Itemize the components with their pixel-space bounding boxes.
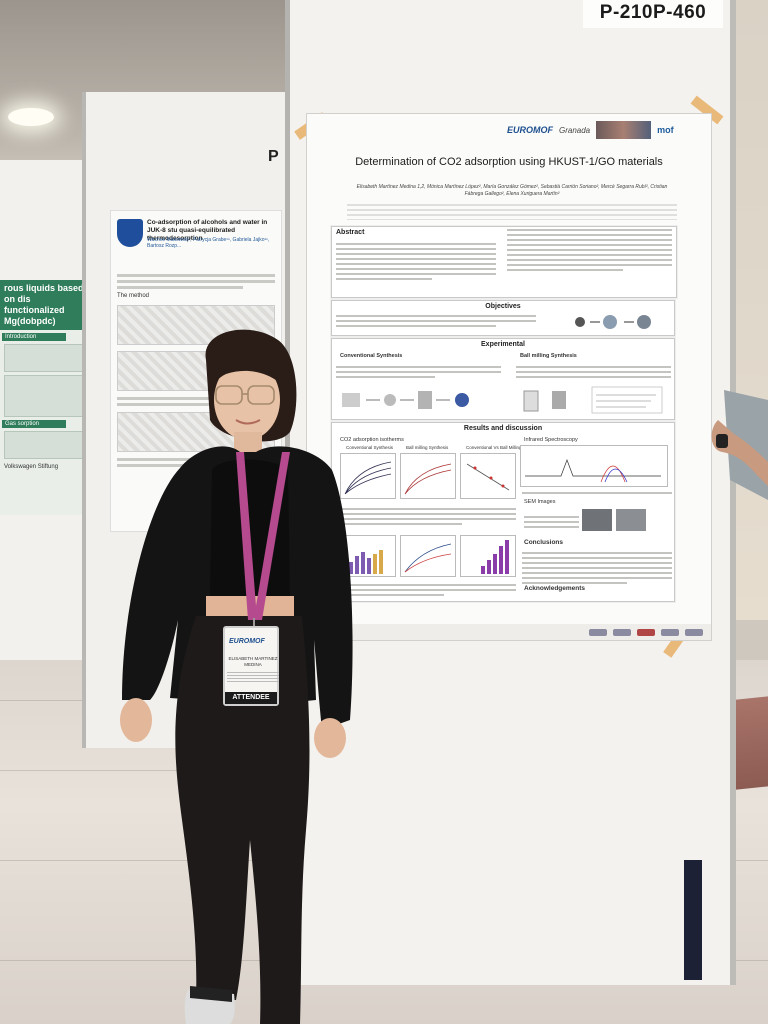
objectives-molecules-icon [575,315,651,329]
ceiling-light [8,108,54,126]
isotherm-plot-conventional [340,453,396,499]
co2-isotherms-heading: CO2 adsorption isotherms [340,437,404,443]
sem-image-2 [616,509,646,531]
poster-logos: EUROMOF Granada mof [507,119,705,141]
badge-logo: EUROMOF [229,638,265,645]
left-poster-gas-sorption: Gas sorption [2,420,66,428]
bystander-leg [684,860,702,980]
granada-image [596,121,652,139]
sem-heading: SEM Images [524,499,556,505]
results-box: Results and discussion CO2 adsorption is… [331,422,675,602]
conclusions-heading: Conclusions [524,539,564,546]
abstract-box: Abstract [331,226,677,298]
middle-poster-method-label: The method [117,293,150,299]
attendee-badge: EUROMOF ELISABETH MARTINEZ MEDINA ATTEND… [223,626,279,706]
isotherm-plot-comparison [460,453,516,499]
badge-affiliation [227,672,279,682]
infrared-heading: Infrared Spectroscopy [524,437,578,443]
granada-logo: Granada [559,125,591,135]
poster-sponsor-logos [307,624,711,640]
poster-title: Determination of CO2 adsorption using HK… [355,156,663,168]
poster-affiliations [347,204,677,220]
poster-authors: Elisabeth Martínez Medina 1,2, Mónica Ma… [356,184,668,197]
experimental-heading: Experimental [481,341,525,348]
university-crest-icon [117,219,143,247]
conventional-synthesis-scheme [342,391,469,409]
badge-name: ELISABETH MARTINEZ MEDINA [228,656,278,667]
plot-label-ball: Ball milling Synthesis [406,445,449,450]
abstract-heading: Abstract [336,229,365,236]
conventional-synthesis-heading: Conventional Synthesis [340,353,403,359]
experimental-box: Experimental Conventional Synthesis Ball… [331,338,675,420]
objectives-heading: Objectives [485,303,521,310]
middle-poster-authors: Wachne Makowski¹, Patrycja Grabe¹ⁿ, Gabr… [147,237,270,249]
left-poster-intro: Introduction [2,333,66,341]
euromof-logo: EUROMOF [507,125,553,135]
results-heading: Results and discussion [463,425,543,432]
plot-label-conventional: Conventional Synthesis [346,445,394,450]
middle-board-code-fragment: P [268,148,279,165]
mof-logo: mof [657,125,674,135]
left-poster-title: rous liquids based on dis functionalized… [0,280,96,330]
poster-middle: Co-adsorption of alcohols and water in J… [110,210,282,532]
acknowledgements-heading: Acknowledgements [524,585,586,592]
sem-image-1 [582,509,612,531]
infrared-spectrum-plot [520,445,668,487]
ball-milling-heading: Ball milling Synthesis [520,353,577,359]
bar-plot-3 [460,535,516,577]
objectives-box: Objectives [331,300,675,336]
plot-label-vs: Conventional Vs Ball Milling [466,445,522,450]
badge-role: ATTENDEE [225,692,277,704]
bar-plot-1 [340,535,396,577]
isotherm-plot-ball [400,453,456,499]
bystander-arm [711,390,768,500]
poster-left: rous liquids based on dis functionalized… [0,280,96,515]
middle-poster-title: Co-adsorption of alcohols and water in J… [147,219,268,242]
left-poster-footer: Volkswagen Stiftung [4,464,59,470]
line-plot-2 [400,535,456,577]
board-number-label: P-210P-460 [583,0,723,28]
main-poster: EUROMOF Granada mof Determination of CO2… [306,113,712,641]
ball-milling-scheme [523,386,663,414]
